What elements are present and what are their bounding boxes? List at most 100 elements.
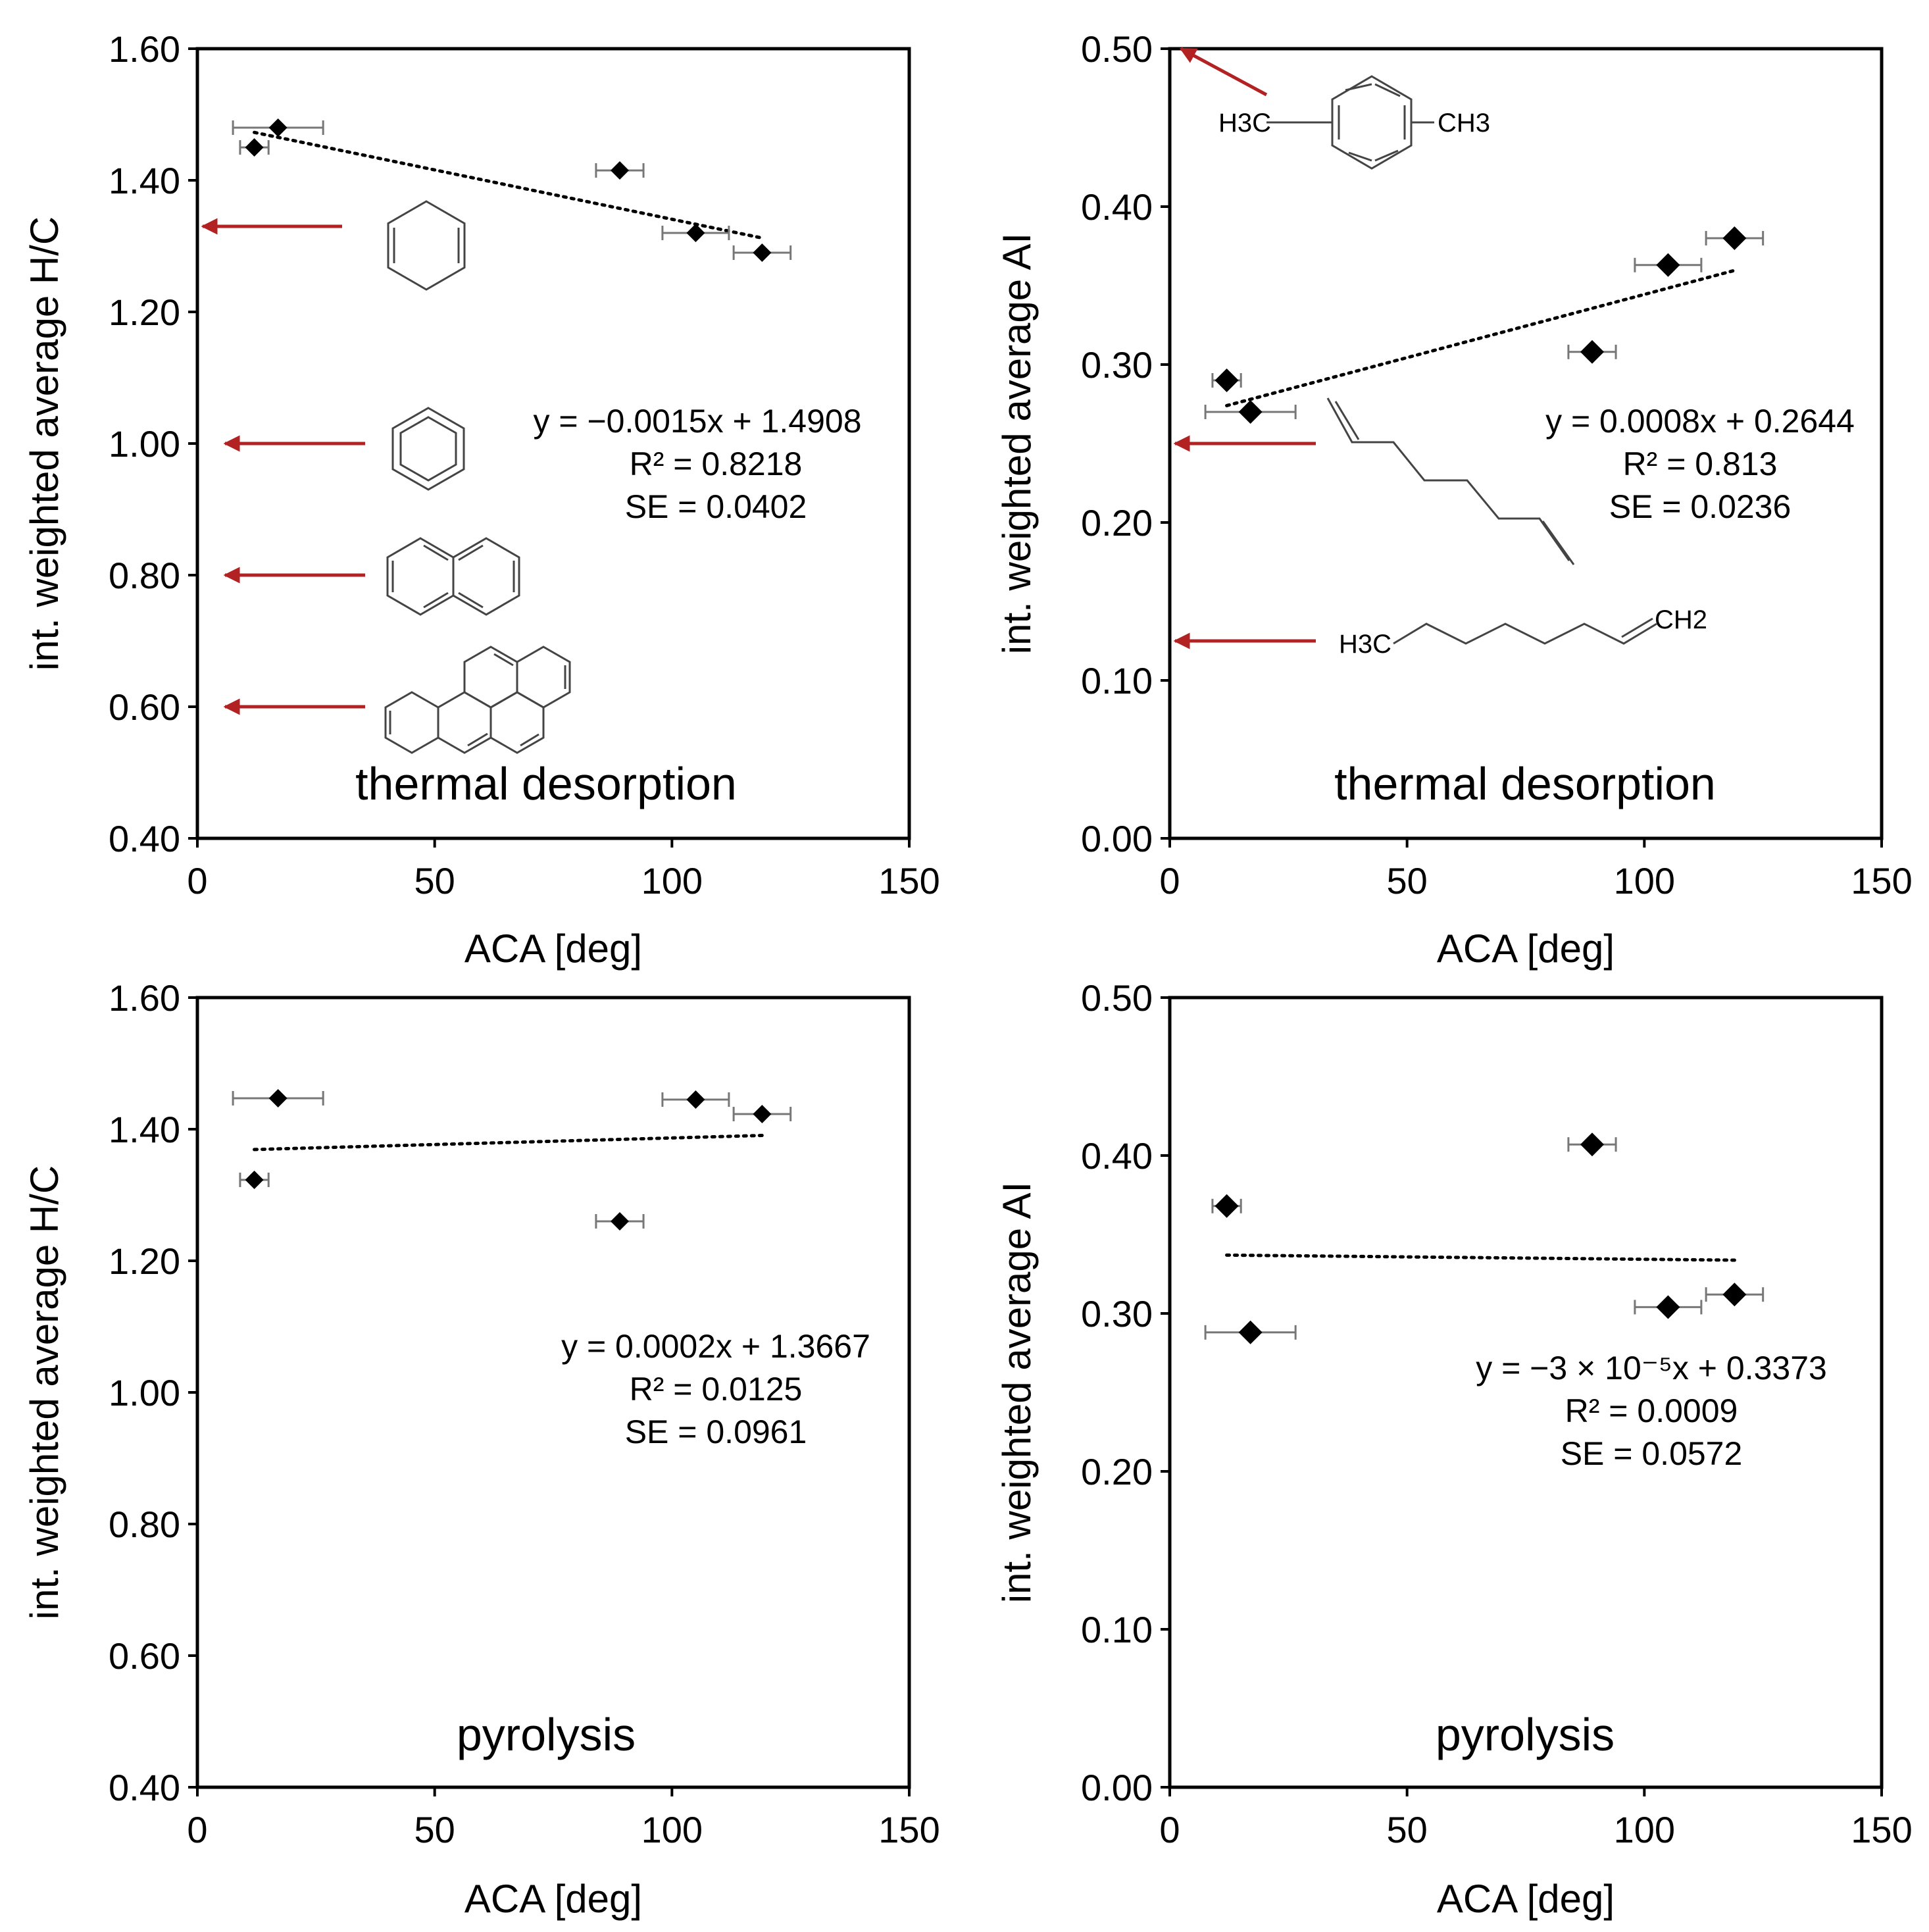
y-tick-label: 0.60 [109, 686, 180, 728]
x-tick-label: 150 [1851, 1809, 1912, 1850]
chart-panel-td-ai: 0.00 0.10 0.20 0.30 0.40 0.50 0 50 100 150 ACA [… [995, 28, 1913, 971]
data-point [268, 1089, 288, 1107]
y-tick-label: 0.00 [1081, 818, 1153, 859]
x-tick-label: 100 [1614, 860, 1675, 902]
x-tick-label: 100 [641, 1809, 703, 1850]
data-point [686, 1090, 705, 1109]
x-tick-label: 0 [1159, 860, 1180, 902]
data-point [1722, 226, 1747, 250]
data-point [245, 138, 264, 157]
nonene-right-label: CH2 [1655, 605, 1707, 634]
regression-equation: y = 0.0008x + 0.2644 R² = 0.813 SE = 0.0… [1545, 403, 1855, 525]
data-point [1580, 340, 1604, 364]
data-point [245, 1171, 264, 1189]
x-tick-label: 100 [1614, 1809, 1675, 1850]
x-tick-label: 0 [1159, 1809, 1180, 1850]
x-tick-label: 0 [187, 860, 207, 902]
x-tick-label: 150 [878, 1809, 939, 1850]
y-tick-label: 1.40 [109, 1109, 180, 1150]
trend-line [253, 1134, 764, 1152]
benzopyrene-icon [384, 646, 571, 754]
nonene-icon: H3C CH2 [1339, 605, 1707, 659]
regression-equation: y = −0.0015x + 1.4908 R² = 0.8218 SE = 0… [533, 403, 861, 525]
benzene-icon [391, 407, 465, 491]
y-tick-label: 1.60 [109, 28, 180, 70]
p-xylene-right-label: CH3 [1438, 109, 1490, 138]
y-tick-label: 0.50 [1081, 28, 1153, 70]
y-tick-label: 1.60 [109, 977, 180, 1019]
p-xylene-icon: H3C CH3 [1218, 75, 1490, 170]
naphthalene-icon [386, 537, 520, 616]
y-axis-label: int. weighted average AI [995, 1182, 1039, 1603]
chart-panel-td-hc: 0.40 0.60 0.80 1.00 1.20 1.40 1.60 0 50 100 150 A… [22, 28, 940, 971]
y-axis-label: int. weighted average H/C [22, 1165, 66, 1619]
x-tick-label: 50 [1387, 860, 1428, 902]
y-tick-label: 0.00 [1081, 1767, 1153, 1808]
x-axis-label: ACA [deg] [464, 1877, 642, 1921]
panel-label: thermal desorption [355, 758, 737, 809]
nonene-left-label: H3C [1339, 630, 1391, 659]
data-point [1656, 1295, 1680, 1319]
equation-line: y = −3 × 10⁻⁵x + 0.3373 [1476, 1350, 1827, 1386]
equation-line: y = 0.0008x + 0.2644 [1545, 403, 1855, 440]
standard-error: SE = 0.0572 [1561, 1435, 1743, 1472]
y-tick-label: 0.10 [1081, 660, 1153, 701]
x-axis-label: ACA [deg] [1437, 927, 1615, 971]
data-point [753, 1105, 772, 1123]
y-tick-label: 1.20 [109, 1240, 180, 1282]
data-point [1580, 1132, 1604, 1157]
data-point [610, 1212, 629, 1231]
panel-label: thermal desorption [1334, 758, 1716, 809]
trend-line [1225, 268, 1736, 407]
y-tick-label: 1.00 [109, 1372, 180, 1413]
x-tick-label: 50 [1387, 1809, 1428, 1850]
y-tick-label: 1.20 [109, 292, 180, 333]
standard-error: SE = 0.0961 [625, 1413, 807, 1450]
chart-panel-py-ai: 0.00 0.10 0.20 0.30 0.40 0.50 0 50 100 150 ACA [… [995, 977, 1913, 1921]
y-tick-label: 0.30 [1081, 344, 1153, 386]
data-point [268, 118, 288, 137]
trend-line [253, 130, 764, 240]
data-point [610, 161, 629, 180]
regression-equation: y = 0.0002x + 1.3667 R² = 0.0125 SE = 0.… [561, 1328, 870, 1450]
y-tick-label: 0.30 [1081, 1293, 1153, 1335]
r-squared: R² = 0.813 [1623, 445, 1778, 482]
y-tick-label: 0.80 [109, 555, 180, 596]
data-point [1656, 253, 1680, 277]
data-point [1238, 400, 1263, 424]
y-tick-label: 0.40 [109, 1767, 180, 1808]
standard-error: SE = 0.0402 [625, 488, 807, 525]
data-point [1215, 1194, 1239, 1218]
panel-label: pyrolysis [457, 1709, 636, 1760]
data-point [1215, 369, 1239, 392]
data-point [686, 224, 705, 242]
trend-line [1225, 1253, 1736, 1262]
data-point [1238, 1320, 1263, 1344]
y-tick-label: 0.40 [1081, 186, 1153, 228]
y-tick-label: 1.00 [109, 423, 180, 465]
data-point [753, 243, 772, 262]
standard-error: SE = 0.0236 [1609, 488, 1791, 525]
y-tick-label: 0.80 [109, 1504, 180, 1545]
y-tick-label: 1.40 [109, 160, 180, 201]
x-tick-label: 0 [187, 1809, 207, 1850]
r-squared: R² = 0.0125 [630, 1371, 803, 1408]
x-tick-label: 50 [414, 860, 455, 902]
chart-panel-py-hc: 0.40 0.60 0.80 1.00 1.20 1.40 1.60 0 50 100 150 A… [22, 977, 940, 1921]
y-tick-label: 0.60 [109, 1635, 180, 1677]
y-tick-label: 0.20 [1081, 1451, 1153, 1492]
x-tick-label: 50 [414, 1809, 455, 1850]
x-tick-label: 150 [878, 860, 939, 902]
r-squared: R² = 0.0009 [1565, 1392, 1738, 1429]
nonadiene-icon [1326, 397, 1575, 565]
y-tick-label: 0.40 [1081, 1135, 1153, 1177]
x-tick-label: 150 [1851, 860, 1912, 902]
panel-label: pyrolysis [1436, 1709, 1615, 1760]
y-tick-label: 0.20 [1081, 502, 1153, 544]
data-point [1722, 1283, 1747, 1307]
x-tick-label: 100 [641, 860, 703, 902]
regression-equation: y = −3 × 10⁻⁵x + 0.3373 R² = 0.0009 SE =… [1476, 1350, 1827, 1472]
y-axis-label: int. weighted average AI [995, 233, 1039, 654]
y-tick-label: 0.40 [109, 818, 180, 859]
